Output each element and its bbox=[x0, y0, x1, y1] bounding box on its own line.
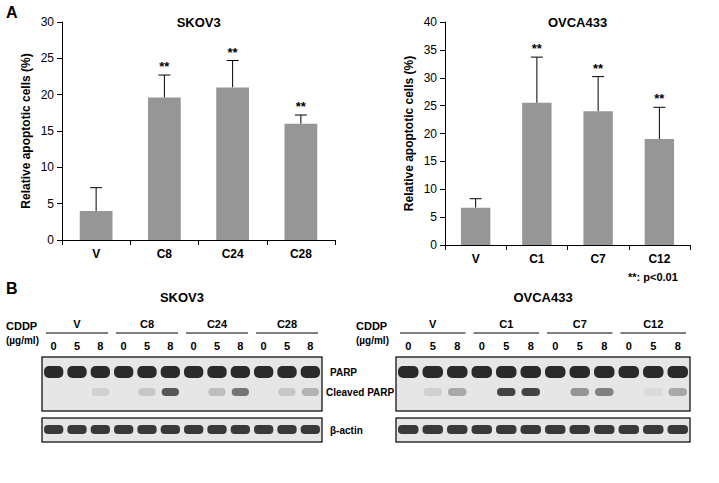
svg-text:0: 0 bbox=[405, 340, 411, 352]
svg-text:**: ** bbox=[228, 45, 239, 60]
svg-text:CDDP: CDDP bbox=[356, 320, 387, 332]
svg-text:C24: C24 bbox=[222, 247, 244, 261]
svg-text:**: ** bbox=[654, 91, 665, 106]
svg-text:35: 35 bbox=[424, 43, 438, 57]
svg-text:**: p<0.01: **: p<0.01 bbox=[628, 271, 678, 283]
svg-text:0: 0 bbox=[479, 340, 485, 352]
svg-text:0: 0 bbox=[51, 340, 57, 352]
svg-text:V: V bbox=[472, 252, 480, 266]
svg-text:5: 5 bbox=[74, 340, 80, 352]
svg-text:0: 0 bbox=[261, 340, 267, 352]
svg-text:Relative apoptotic cells (%): Relative apoptotic cells (%) bbox=[19, 53, 33, 208]
svg-text:(µg/ml): (µg/ml) bbox=[6, 335, 39, 346]
svg-text:30: 30 bbox=[424, 71, 438, 85]
svg-text:V: V bbox=[73, 318, 81, 330]
svg-text:C8: C8 bbox=[157, 247, 173, 261]
svg-text:20: 20 bbox=[424, 127, 438, 141]
svg-text:C7: C7 bbox=[573, 318, 587, 330]
svg-text:15: 15 bbox=[41, 124, 55, 138]
svg-text:10: 10 bbox=[424, 182, 438, 196]
svg-text:8: 8 bbox=[97, 340, 103, 352]
svg-text:A: A bbox=[6, 4, 18, 21]
svg-text:**: ** bbox=[296, 99, 307, 114]
svg-text:**: ** bbox=[532, 41, 543, 56]
svg-text:8: 8 bbox=[454, 340, 460, 352]
svg-text:C12: C12 bbox=[648, 252, 670, 266]
svg-text:0: 0 bbox=[552, 340, 558, 352]
svg-text:Cleaved PARP: Cleaved PARP bbox=[326, 387, 395, 398]
svg-text:C8: C8 bbox=[140, 318, 154, 330]
svg-text:OVCA433: OVCA433 bbox=[548, 15, 607, 30]
svg-text:PARP: PARP bbox=[330, 367, 357, 378]
svg-text:0: 0 bbox=[191, 340, 197, 352]
svg-text:(µg/ml): (µg/ml) bbox=[356, 335, 389, 346]
svg-text:**: ** bbox=[593, 61, 604, 76]
svg-text:5: 5 bbox=[650, 340, 656, 352]
svg-text:C12: C12 bbox=[643, 318, 663, 330]
svg-text:30: 30 bbox=[41, 15, 55, 29]
svg-text:B: B bbox=[6, 280, 18, 297]
svg-text:8: 8 bbox=[528, 340, 534, 352]
svg-text:V: V bbox=[92, 247, 100, 261]
svg-text:5: 5 bbox=[47, 197, 54, 211]
svg-text:5: 5 bbox=[430, 210, 437, 224]
svg-text:8: 8 bbox=[601, 340, 607, 352]
svg-text:5: 5 bbox=[144, 340, 150, 352]
svg-text:C1: C1 bbox=[529, 252, 545, 266]
svg-text:25: 25 bbox=[424, 99, 438, 113]
svg-text:5: 5 bbox=[214, 340, 220, 352]
svg-text:15: 15 bbox=[424, 154, 438, 168]
svg-text:0: 0 bbox=[626, 340, 632, 352]
svg-text:40: 40 bbox=[424, 15, 438, 29]
svg-text:C28: C28 bbox=[277, 318, 297, 330]
svg-text:OVCA433: OVCA433 bbox=[513, 290, 572, 305]
svg-text:0: 0 bbox=[430, 238, 437, 252]
svg-text:β-actin: β-actin bbox=[330, 425, 363, 436]
svg-text:V: V bbox=[429, 318, 437, 330]
svg-text:5: 5 bbox=[430, 340, 436, 352]
svg-text:8: 8 bbox=[167, 340, 173, 352]
svg-text:8: 8 bbox=[675, 340, 681, 352]
svg-text:8: 8 bbox=[307, 340, 313, 352]
svg-text:10: 10 bbox=[41, 160, 55, 174]
svg-text:25: 25 bbox=[41, 51, 55, 65]
svg-text:SKOV3: SKOV3 bbox=[177, 15, 221, 30]
svg-text:8: 8 bbox=[237, 340, 243, 352]
svg-text:C1: C1 bbox=[499, 318, 513, 330]
svg-text:C24: C24 bbox=[207, 318, 228, 330]
svg-text:Relative apoptotic cells (%): Relative apoptotic cells (%) bbox=[402, 56, 416, 211]
svg-text:0: 0 bbox=[47, 233, 54, 247]
svg-text:5: 5 bbox=[503, 340, 509, 352]
svg-text:C7: C7 bbox=[590, 252, 606, 266]
svg-text:20: 20 bbox=[41, 88, 55, 102]
svg-text:5: 5 bbox=[577, 340, 583, 352]
svg-text:5: 5 bbox=[284, 340, 290, 352]
svg-text:CDDP: CDDP bbox=[6, 320, 37, 332]
svg-text:**: ** bbox=[159, 59, 170, 74]
svg-text:SKOV3: SKOV3 bbox=[160, 290, 204, 305]
svg-text:C28: C28 bbox=[290, 247, 312, 261]
svg-text:0: 0 bbox=[121, 340, 127, 352]
